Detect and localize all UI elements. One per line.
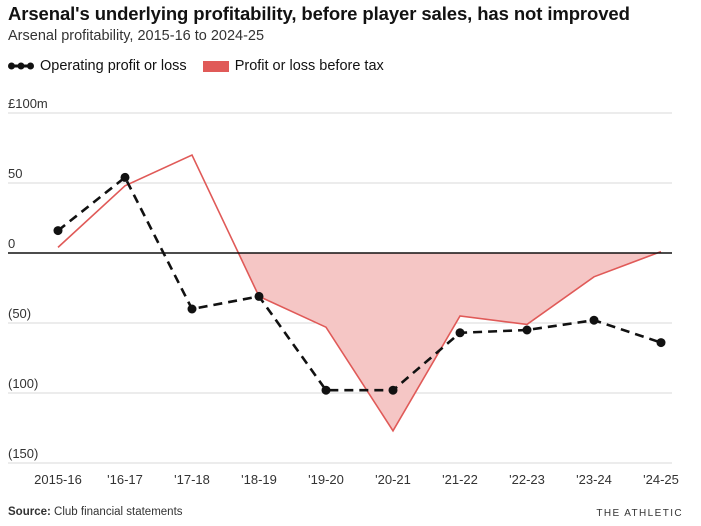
operating-point bbox=[321, 385, 331, 395]
x-tick-label: '20-21 bbox=[375, 472, 411, 487]
operating-point bbox=[522, 325, 532, 335]
x-tick-label: '18-19 bbox=[241, 472, 277, 487]
x-tick-label: '24-25 bbox=[643, 472, 679, 487]
x-tick-label: '19-20 bbox=[308, 472, 344, 487]
series-line-operating-profit bbox=[57, 175, 662, 392]
operating-point bbox=[53, 226, 63, 236]
y-tick-label: (100) bbox=[8, 376, 38, 391]
chart-title: Arsenal's underlying profitability, befo… bbox=[8, 3, 630, 24]
pbt-negative-area bbox=[58, 253, 661, 431]
legend-item-operating: Operating profit or loss bbox=[8, 58, 187, 74]
legend-label-pbt: Profit or loss before tax bbox=[234, 58, 384, 74]
x-tick-label: '22-23 bbox=[509, 472, 545, 487]
x-tick-label: '16-17 bbox=[107, 472, 143, 487]
source-note: Source: Club financial statements bbox=[8, 506, 183, 518]
x-tick-label: '17-18 bbox=[174, 472, 210, 487]
x-tick-label: '23-24 bbox=[576, 472, 612, 487]
legend: Operating profit or loss Profit or loss … bbox=[8, 56, 400, 76]
operating-point bbox=[589, 315, 599, 325]
y-tick-label: 0 bbox=[8, 236, 15, 251]
operating-point bbox=[187, 304, 197, 314]
y-tick-label: (150) bbox=[8, 446, 38, 461]
y-tick-label: (50) bbox=[8, 306, 31, 321]
legend-item-pbt: Profit or loss before tax bbox=[202, 58, 384, 74]
legend-key-operating bbox=[8, 62, 34, 70]
source-text: Club financial statements bbox=[54, 506, 183, 518]
x-tick-label: '21-22 bbox=[442, 472, 478, 487]
series-line-profit-before-tax bbox=[57, 153, 662, 433]
line-chart: £100m 50 0 (50) (100) (150) 2015-16 '16-17 '17-1… bbox=[8, 96, 679, 487]
legend-key-pbt bbox=[202, 60, 229, 72]
operating-point bbox=[455, 328, 465, 338]
source-label: Source: bbox=[8, 506, 51, 518]
operating-point bbox=[120, 172, 130, 182]
operating-point bbox=[254, 291, 264, 301]
y-tick-label: £100m bbox=[8, 96, 48, 111]
brand-logo: THE ATHLETIC bbox=[596, 508, 683, 519]
operating-point bbox=[388, 385, 398, 395]
x-tick-label: 2015-16 bbox=[34, 472, 82, 487]
legend-label-operating: Operating profit or loss bbox=[40, 58, 187, 74]
operating-point bbox=[656, 338, 666, 348]
y-tick-label: 50 bbox=[8, 166, 22, 181]
chart-subtitle: Arsenal profitability, 2015-16 to 2024-2… bbox=[8, 28, 265, 44]
